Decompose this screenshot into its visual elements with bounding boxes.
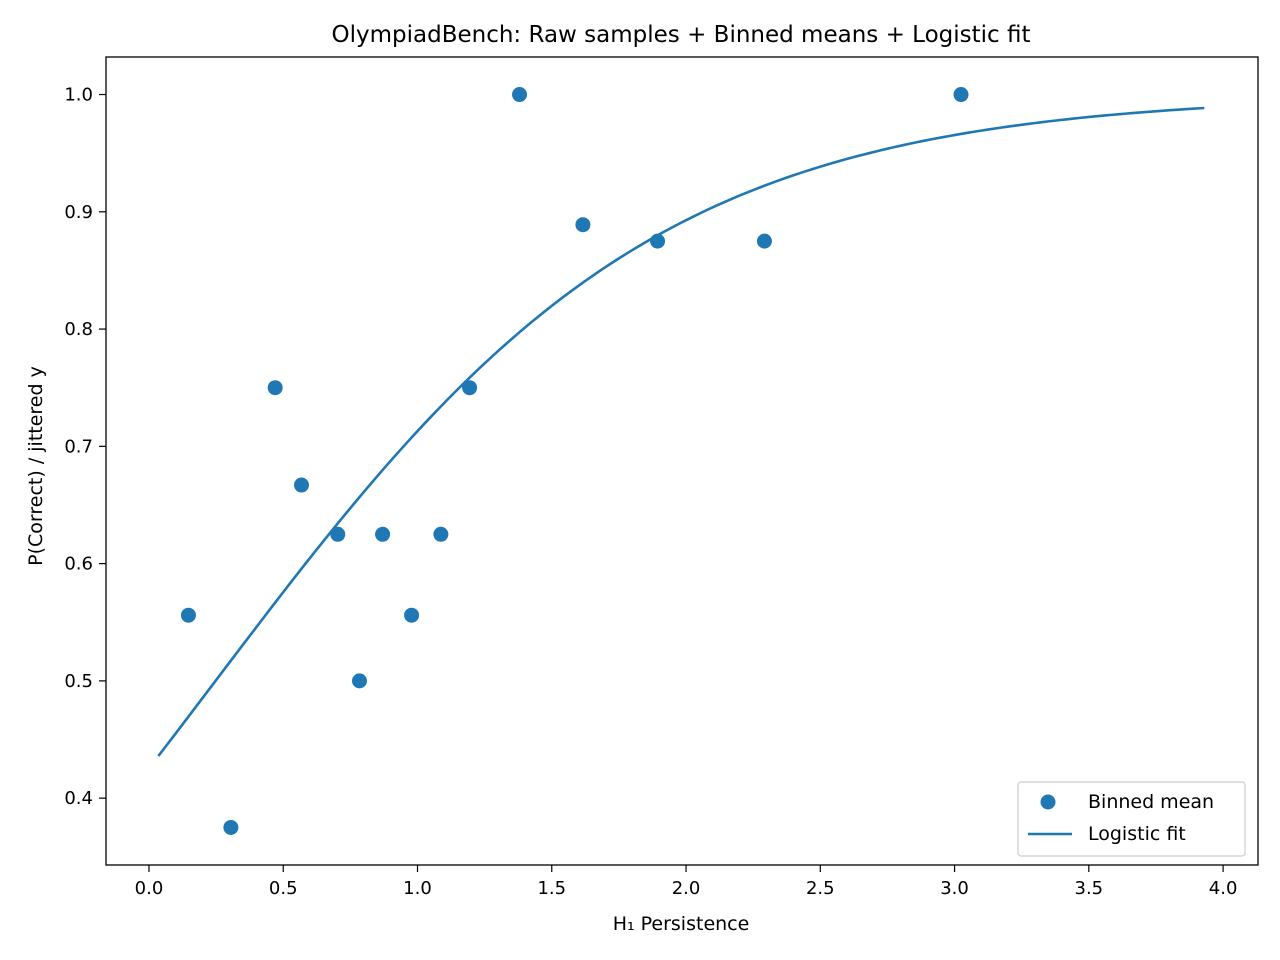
legend-frame [1017, 781, 1246, 857]
binned-mean-point [462, 380, 478, 396]
x-tick-label: 0.0 [135, 878, 164, 899]
y-tick-label: 0.5 [64, 671, 93, 692]
binned-mean-point [575, 217, 591, 233]
binned-mean-point [756, 233, 772, 249]
x-tick-label: 1.5 [537, 878, 566, 899]
chart-title: OlympiadBench: Raw samples + Binned mean… [332, 22, 1031, 48]
binned-mean-point [223, 819, 239, 835]
binned-mean-point [351, 673, 367, 689]
legend: Binned mean Logistic fit [1017, 781, 1246, 857]
binned-mean-point [512, 87, 528, 103]
binned-mean-point [330, 526, 346, 542]
binned-mean-point [180, 607, 196, 623]
x-axis-label: H₁ Persistence [613, 913, 750, 935]
legend-label-logistic-fit: Logistic fit [1088, 823, 1186, 845]
binned-mean-point [433, 526, 449, 542]
legend-marker-binned-mean [1040, 794, 1056, 810]
y-tick-label: 0.4 [64, 788, 93, 809]
y-tick-label: 0.8 [64, 319, 93, 340]
y-tick-label: 0.7 [64, 436, 93, 457]
x-tick-label: 1.0 [403, 878, 432, 899]
binned-mean-point [375, 526, 391, 542]
binned-mean-point [650, 233, 666, 249]
y-tick-label: 0.6 [64, 554, 93, 575]
x-tick-label: 2.5 [806, 878, 835, 899]
binned-mean-point [293, 477, 309, 493]
binned-mean-point [267, 380, 283, 396]
x-tick-label: 3.0 [940, 878, 969, 899]
binned-mean-point [953, 87, 969, 103]
y-tick-label: 1.0 [64, 85, 93, 106]
x-tick-label: 0.5 [269, 878, 298, 899]
y-tick-label: 0.9 [64, 202, 93, 223]
legend-label-binned-mean: Binned mean [1088, 791, 1214, 813]
x-tick-label: 4.0 [1209, 878, 1238, 899]
y-axis-label: P(Correct) / jittered y [25, 366, 47, 566]
plot-area: 0.0 0.5 1.0 1.5 2.0 2.5 3.0 3.5 4.0 0.4 0.5 0.6 0.7 0… [64, 56, 1259, 899]
binned-mean-point [404, 607, 420, 623]
axes-frame [105, 56, 1259, 866]
x-tick-label: 3.5 [1075, 878, 1104, 899]
x-tick-label: 2.0 [672, 878, 701, 899]
